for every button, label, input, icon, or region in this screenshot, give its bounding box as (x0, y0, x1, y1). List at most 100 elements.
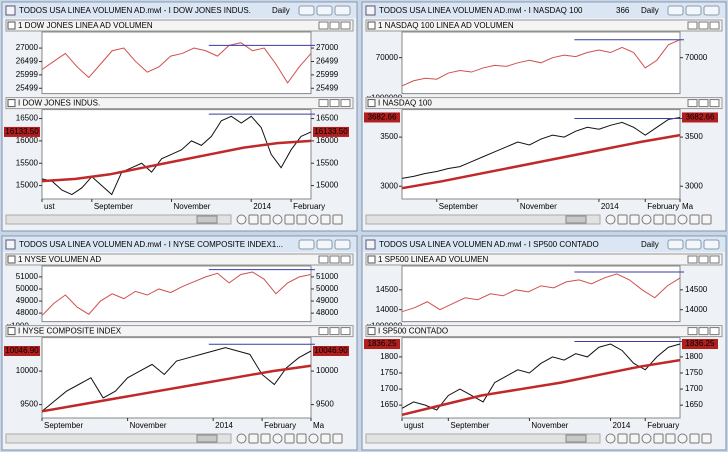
close-button[interactable] (334, 5, 351, 16)
scrollbar[interactable] (5, 433, 232, 444)
pane-button[interactable] (709, 327, 720, 336)
close-button[interactable] (703, 5, 720, 16)
ad-line (41, 42, 312, 84)
y-tick-label: 25999 (316, 70, 339, 79)
toolbar-button[interactable] (629, 433, 640, 444)
scroll-thumb[interactable] (196, 215, 218, 224)
pane-button[interactable] (340, 99, 351, 108)
y-tick-label: 1800 (380, 352, 398, 361)
toolbar-button[interactable] (617, 433, 628, 444)
scrollbar[interactable] (5, 214, 232, 225)
scroll-thumb[interactable] (196, 434, 218, 443)
pane-icon (7, 99, 16, 108)
window-title: TODOS USA LINEA VOLUMEN AD.mwl - I NASDA… (379, 6, 583, 15)
toolbar-button[interactable] (260, 214, 271, 225)
pane-button[interactable] (687, 255, 698, 264)
toolbar-button[interactable] (653, 214, 664, 225)
toolbar-button[interactable] (284, 433, 295, 444)
toolbar-button[interactable] (284, 214, 295, 225)
plot-area (401, 337, 681, 419)
y-tick-label: 1650 (380, 400, 398, 409)
scroll-thumb[interactable] (565, 215, 587, 224)
pane-button[interactable] (318, 21, 329, 30)
toolbar-button[interactable] (689, 214, 700, 225)
pane-button[interactable] (329, 99, 340, 108)
toolbar-button[interactable] (629, 214, 640, 225)
toolbar-button[interactable] (236, 214, 247, 225)
x-tick-label: 2014 (613, 421, 631, 430)
close-button[interactable] (334, 239, 351, 250)
toolbar-button[interactable] (701, 214, 712, 225)
toolbar-button[interactable] (320, 214, 331, 225)
toolbar-button[interactable] (665, 214, 676, 225)
pane-button[interactable] (340, 21, 351, 30)
pane-button[interactable] (340, 327, 351, 336)
pane-button[interactable] (709, 99, 720, 108)
toolbar-button[interactable] (332, 214, 343, 225)
price-line (401, 116, 681, 179)
maximize-button[interactable] (685, 5, 702, 16)
toolbar-button[interactable] (296, 214, 307, 225)
pane-button[interactable] (709, 21, 720, 30)
minimize-button[interactable] (667, 5, 684, 16)
pane-button[interactable] (329, 255, 340, 264)
pane-button[interactable] (329, 21, 340, 30)
pane-title: 1 SP500 LINEA AD VOLUMEN (378, 255, 488, 264)
scroll-thumb[interactable] (565, 434, 587, 443)
toolbar-button[interactable] (332, 433, 343, 444)
toolbar-button[interactable] (605, 433, 616, 444)
pane-button[interactable] (687, 327, 698, 336)
y-tick-label: 25499 (316, 83, 339, 92)
pane-button[interactable] (709, 255, 720, 264)
toolbar-button[interactable] (677, 433, 688, 444)
y-tick-label: 14000 (685, 305, 708, 314)
toolbar-button[interactable] (296, 433, 307, 444)
toolbar-button[interactable] (605, 214, 616, 225)
pane-button[interactable] (698, 21, 709, 30)
x-tick-label: 2014 (253, 202, 271, 211)
pane-button[interactable] (329, 327, 340, 336)
toolbar-button[interactable] (617, 214, 628, 225)
toolbar-button[interactable] (248, 433, 259, 444)
toolbar-button[interactable] (641, 214, 652, 225)
scrollbar[interactable] (365, 433, 601, 444)
toolbar-button[interactable] (665, 433, 676, 444)
toolbar-button[interactable] (236, 433, 247, 444)
last-value-left: 10046.90 (5, 346, 39, 355)
toolbar-button[interactable] (248, 214, 259, 225)
pane-button[interactable] (698, 255, 709, 264)
x-tick-label: ust (44, 202, 55, 211)
toolbar-button[interactable] (272, 433, 283, 444)
toolbar-button[interactable] (260, 433, 271, 444)
moving-average (401, 133, 681, 190)
pane-button[interactable] (687, 21, 698, 30)
minimize-button[interactable] (298, 5, 315, 16)
toolbar-button[interactable] (653, 433, 664, 444)
scrollbar[interactable] (365, 214, 601, 225)
pane-button[interactable] (687, 99, 698, 108)
pane-button[interactable] (698, 99, 709, 108)
minimize-button[interactable] (667, 239, 684, 250)
title-bar (3, 3, 356, 18)
toolbar-button[interactable] (701, 433, 712, 444)
pane-button[interactable] (318, 99, 329, 108)
minimize-button[interactable] (298, 239, 315, 250)
y-tick-label: 1650 (685, 400, 703, 409)
pane-button[interactable] (318, 255, 329, 264)
maximize-button[interactable] (685, 239, 702, 250)
toolbar-button[interactable] (272, 214, 283, 225)
maximize-button[interactable] (316, 5, 333, 16)
x-tick-label: November (520, 202, 557, 211)
pane-button[interactable] (340, 255, 351, 264)
toolbar-button[interactable] (308, 433, 319, 444)
toolbar-button[interactable] (689, 433, 700, 444)
pane-button[interactable] (698, 327, 709, 336)
maximize-button[interactable] (316, 239, 333, 250)
toolbar-button[interactable] (308, 214, 319, 225)
close-button[interactable] (703, 239, 720, 250)
toolbar-button[interactable] (677, 214, 688, 225)
toolbar-button[interactable] (320, 433, 331, 444)
pane-button[interactable] (318, 327, 329, 336)
toolbar-button[interactable] (641, 433, 652, 444)
